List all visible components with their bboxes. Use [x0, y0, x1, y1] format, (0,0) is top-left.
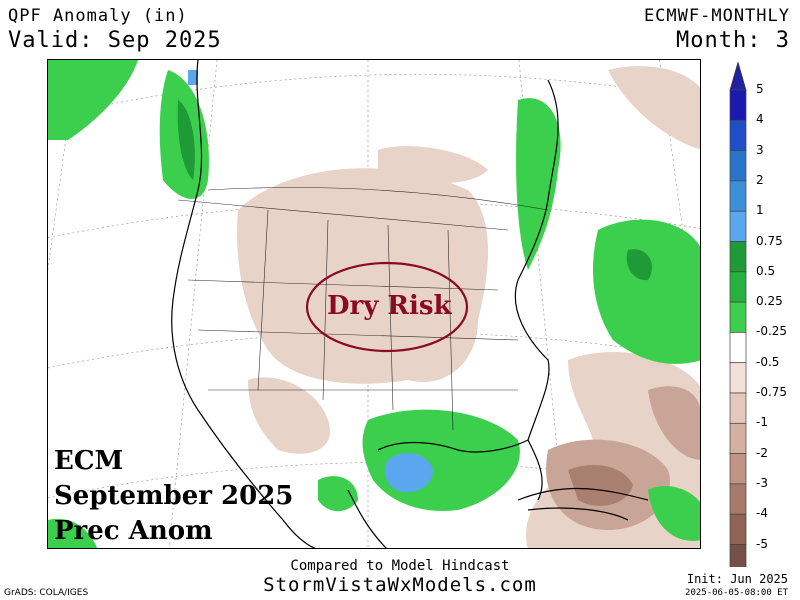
model-info-label: ECM September 2025 Prec Anom	[54, 444, 293, 549]
legend-swatch	[729, 362, 747, 394]
wet-anomaly-stronger	[177, 100, 652, 281]
legend-level-label: -5	[756, 536, 768, 551]
legend-swatch	[729, 150, 747, 182]
legend-swatch	[729, 271, 747, 303]
legend-level-label: 0.25	[756, 294, 783, 309]
legend-level-label: 2	[756, 172, 764, 187]
legend-level-label: 3	[756, 142, 764, 157]
legend-swatch	[729, 301, 747, 333]
footer-stamp: 2025-06-05-08:00 ET	[685, 588, 788, 598]
legend-swatch	[729, 210, 747, 242]
legend-level-label: 0.75	[756, 233, 783, 248]
map-title: QPF Anomaly (in)	[8, 6, 188, 26]
valid-date: Valid: Sep 2025	[8, 28, 222, 53]
legend-swatch	[729, 89, 747, 121]
legend-swatch	[729, 180, 747, 212]
legend-level-label: -3	[756, 475, 768, 490]
ecm-line-2: September 2025	[54, 481, 294, 511]
legend-level-label: -2	[756, 445, 768, 460]
ecm-line-1: ECM	[54, 446, 124, 476]
legend-level-label: -4	[756, 506, 768, 521]
model-name: ECMWF-MONTHLY	[643, 6, 790, 26]
legend-level-label: 5	[756, 82, 764, 96]
legend-swatch	[729, 513, 747, 545]
legend-level-label: 4	[756, 112, 764, 127]
legend-level-label: 1	[756, 203, 764, 218]
legend-swatch	[729, 453, 747, 485]
legend-swatch	[729, 119, 747, 151]
legend-swatch	[729, 544, 747, 567]
legend-swatch	[729, 422, 747, 454]
dry-risk-ellipse	[305, 261, 469, 353]
legend-level-label: 0.5	[756, 263, 776, 278]
anomaly-map	[47, 59, 701, 549]
dry-risk-label: Dry Risk	[327, 291, 452, 321]
footer-grads: GrADS: COLA/IGES	[4, 588, 89, 598]
legend-swatch	[729, 392, 747, 424]
footer-init: Init: Jun 2025	[686, 572, 788, 586]
legend-swatch	[729, 241, 747, 273]
legend-level-label: -0.25	[756, 324, 788, 339]
legend-swatch	[729, 332, 747, 364]
coastlines	[171, 60, 649, 548]
legend-top-arrow	[729, 62, 747, 91]
dry-anomaly-darkest	[568, 465, 633, 506]
footer-site: StormVistaWxModels.com	[263, 574, 537, 596]
legend-level-label: -1	[756, 415, 768, 430]
forecast-month: Month: 3	[676, 28, 790, 53]
legend-level-label: -0.5	[756, 354, 780, 369]
footer-compared: Compared to Model Hindcast	[290, 558, 510, 574]
map-canvas	[48, 60, 700, 548]
state-borders	[177, 187, 549, 431]
wet-anomaly-blue	[188, 70, 433, 492]
ecm-line-3: Prec Anom	[54, 516, 213, 546]
legend-swatch	[729, 483, 747, 515]
legend-level-label: -0.75	[756, 385, 788, 399]
color-legend	[729, 62, 747, 567]
